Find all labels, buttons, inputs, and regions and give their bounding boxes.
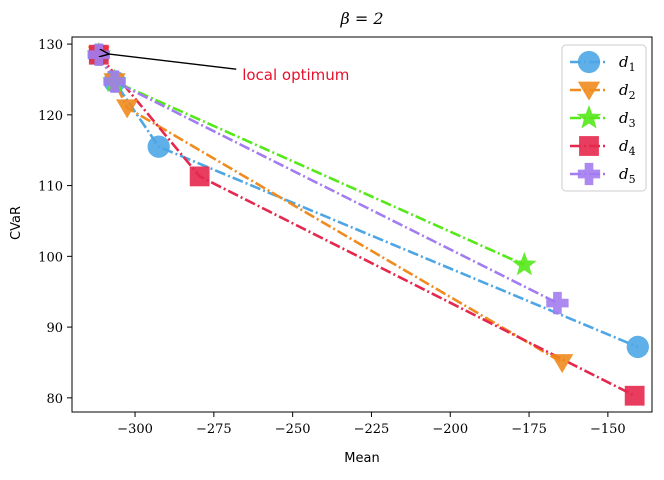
legend-marker-d3: [576, 105, 602, 129]
x-tick-label: −150: [590, 422, 626, 437]
plot-frame: [71, 36, 653, 413]
y-tick-label: 120: [38, 109, 63, 124]
y-tick-label: 90: [46, 321, 63, 336]
series-d2: [97, 54, 563, 364]
series-d4: [97, 53, 636, 397]
annotation-label: local optimum: [242, 66, 349, 84]
legend-marker-d5: [577, 162, 601, 186]
x-tick-label: −275: [196, 422, 232, 437]
data-point-d1-2: [147, 135, 170, 158]
series-layer: [86, 41, 649, 406]
series-markers-d2: [87, 46, 574, 374]
legend-marker-d2: [577, 81, 601, 101]
series-line-d5: [97, 54, 559, 305]
series-line-d4: [97, 53, 636, 397]
y-axis-label: CVaR: [9, 206, 24, 240]
data-point-d1-3: [626, 335, 649, 359]
series-line-d2: [97, 54, 563, 364]
data-point-d2-2: [116, 99, 139, 119]
annotation-arrow: [108, 54, 237, 70]
data-point-d4-2: [624, 385, 645, 406]
axes-layer: −300 −275 −250 −225 −200 −175 −150 80 90 100 110 12…: [38, 36, 653, 437]
x-tick-label: −175: [511, 422, 547, 437]
x-tick-label: −300: [117, 422, 153, 437]
series-d5: [97, 54, 559, 305]
y-tick-label: 110: [38, 180, 63, 195]
legend-marker-d1: [577, 50, 601, 74]
y-tick-label: 100: [38, 250, 63, 265]
chart-title: β = 2: [339, 9, 383, 28]
data-point-d5-1: [103, 70, 126, 93]
x-axis-label: Mean: [344, 451, 379, 466]
series-markers-d4: [88, 44, 645, 406]
x-tick-label: −225: [354, 422, 390, 437]
data-point-d5-2: [546, 291, 569, 315]
y-tick-label: 80: [46, 392, 63, 407]
legend-marker-d4: [579, 136, 599, 156]
series-line-d3: [97, 54, 525, 267]
legend-item-d4: d4: [570, 136, 636, 158]
series-d3: [97, 54, 525, 267]
data-point-d4-1: [189, 166, 210, 187]
y-tick-label: 130: [38, 38, 63, 53]
x-tick-label: −200: [432, 422, 468, 437]
data-point-d2-3: [551, 354, 574, 374]
annotation-layer: local optimum: [108, 54, 349, 84]
x-tick-label: −250: [275, 422, 311, 437]
data-point-d3-2: [512, 251, 537, 276]
